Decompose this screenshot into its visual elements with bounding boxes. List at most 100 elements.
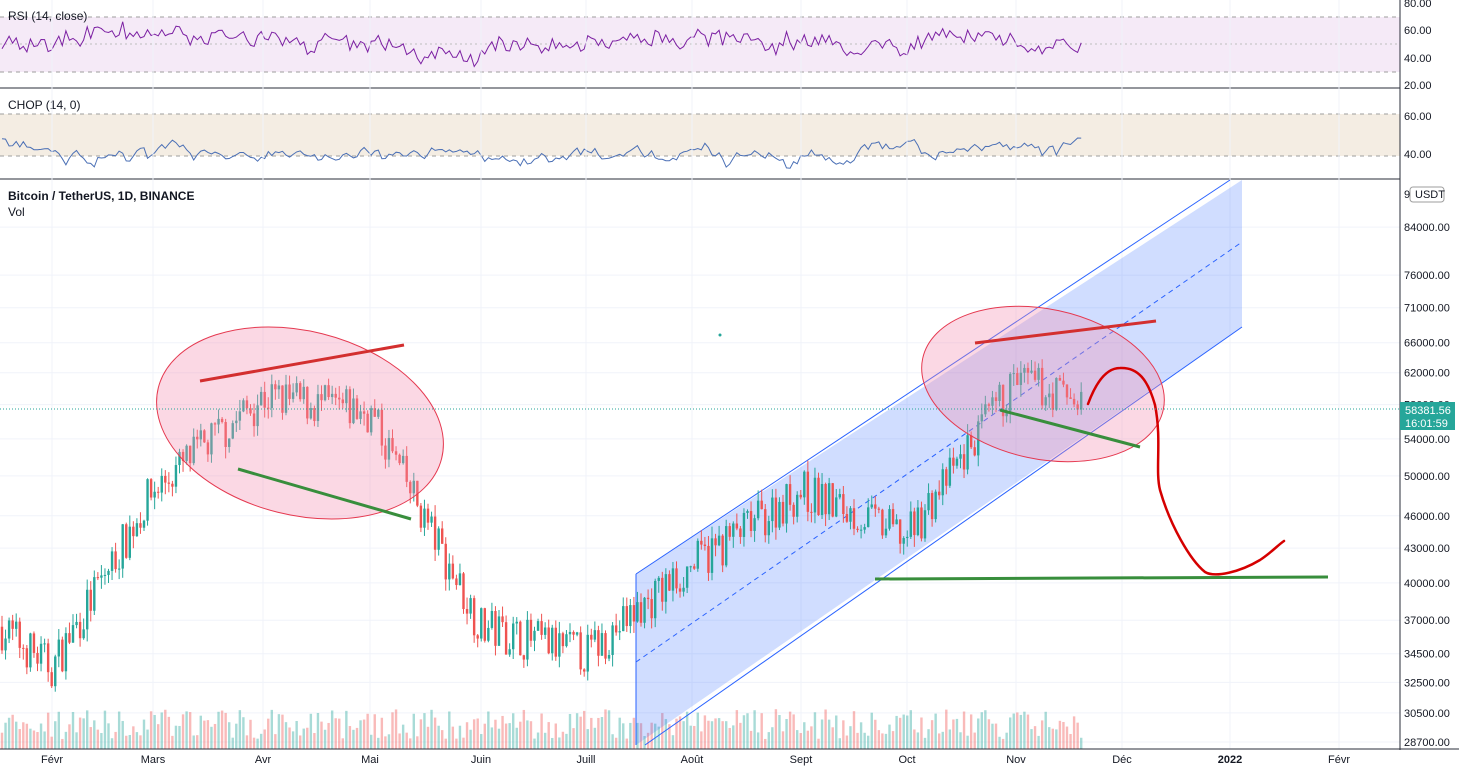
volume-bar <box>110 738 114 749</box>
candle-body <box>1069 397 1072 399</box>
candle-body <box>927 493 930 511</box>
main-price-pane[interactable]: Bitcoin / TetherUS, 1D, BINANCE Vol <box>0 0 1400 749</box>
candle-body <box>817 477 820 516</box>
volume-bar <box>902 714 905 749</box>
candle-body <box>806 471 810 512</box>
candle-body <box>277 385 281 390</box>
volume-bar <box>696 712 699 749</box>
volume-bar <box>29 728 32 749</box>
volume-bar <box>586 729 589 749</box>
volume-bar <box>291 731 295 749</box>
candle-body <box>32 633 36 653</box>
candle-body <box>1062 380 1065 385</box>
candle-body <box>1005 411 1008 417</box>
chop-tick-label: 60.00 <box>1404 111 1432 123</box>
candle-body <box>898 519 902 544</box>
candle-body <box>881 509 884 536</box>
candle-body <box>256 405 259 427</box>
volume-bar <box>458 725 462 749</box>
currency-label: USDT <box>1415 189 1445 201</box>
volume-bar <box>103 710 107 749</box>
currency-badge[interactable] <box>1409 186 1445 203</box>
volume-bar <box>614 737 618 749</box>
volume-bar <box>252 737 256 749</box>
date-axis[interactable]: Févr Mars Avr Mai Juin Juill Août Sept Oct Nov Déc… <box>41 754 1350 766</box>
rsi-line <box>1 21 1082 68</box>
volume-bar <box>838 738 841 749</box>
chop-pane[interactable]: CHOP (14, 0) <box>0 98 1400 169</box>
volume-bar <box>0 732 4 749</box>
volume-bar <box>15 721 18 749</box>
candle-body <box>622 606 625 632</box>
volume-bar <box>540 713 543 749</box>
volume-bar <box>323 729 327 749</box>
volume-bar <box>547 722 550 749</box>
candle-body <box>835 497 838 517</box>
candle-body <box>149 479 153 498</box>
candle-body <box>590 634 593 640</box>
candle-body <box>959 454 962 459</box>
candle-body <box>320 394 323 401</box>
candle-body <box>153 491 156 498</box>
volume-bar <box>384 736 387 749</box>
candle-body <box>1019 372 1023 385</box>
candle-body <box>707 545 710 573</box>
candle-body <box>398 454 401 464</box>
candle-body <box>994 397 998 402</box>
candle-body <box>962 454 966 470</box>
volume-bar <box>732 725 735 749</box>
volume-bar <box>25 723 29 749</box>
volume-bar <box>249 719 252 749</box>
candle-body <box>639 602 643 623</box>
candle-body <box>157 491 160 493</box>
volume-bar <box>1005 732 1008 749</box>
candle-body <box>313 408 316 422</box>
candle-body <box>579 632 582 670</box>
volume-bar <box>987 719 991 749</box>
chop-price-axis[interactable]: 60.00 40.00 <box>1404 111 1432 161</box>
candle-body <box>22 647 25 649</box>
date-tick-label: Mars <box>141 754 166 766</box>
candle-body <box>501 616 504 623</box>
candle-body <box>284 384 288 413</box>
candle-body <box>46 643 50 673</box>
rsi-price-axis[interactable]: 80.00 60.00 40.00 20.00 <box>1404 0 1432 92</box>
candle-body <box>703 544 707 546</box>
rsi-pane[interactable]: RSI (14, close) <box>0 0 1400 88</box>
volume-bar <box>18 729 21 749</box>
volume-bar <box>859 722 863 749</box>
candle-body <box>1076 404 1079 410</box>
candle-body <box>923 510 927 539</box>
volume-bar <box>1048 727 1051 749</box>
volume-bar <box>703 715 707 749</box>
volume-bar <box>654 723 657 749</box>
marker-dot <box>718 333 722 337</box>
volume-bar <box>341 738 344 749</box>
candle-body <box>416 480 419 506</box>
volume-bar <box>480 734 483 749</box>
candle-body <box>1012 373 1015 375</box>
volume-bar <box>685 711 689 749</box>
volume-bar <box>128 734 131 749</box>
candle-body <box>678 588 682 592</box>
volume-bar <box>1069 733 1072 749</box>
candle-body <box>575 632 579 635</box>
candle-body <box>1080 391 1083 410</box>
candle-body <box>614 625 618 633</box>
volume-bar <box>810 726 813 749</box>
volume-bar <box>646 732 650 749</box>
volume-bar <box>618 717 621 749</box>
volume-bar <box>412 713 415 749</box>
volume-bar <box>36 732 39 749</box>
volume-bar <box>508 723 511 749</box>
candle-body <box>341 399 344 404</box>
volume-bar <box>753 710 756 749</box>
candle-body <box>412 480 415 494</box>
candle-body <box>174 465 178 487</box>
price-tick-label: 76000.00 <box>1404 270 1450 282</box>
candle-body <box>977 421 980 456</box>
volume-bar <box>107 723 110 749</box>
volume-bar <box>419 719 423 749</box>
candle-body <box>1055 378 1058 410</box>
